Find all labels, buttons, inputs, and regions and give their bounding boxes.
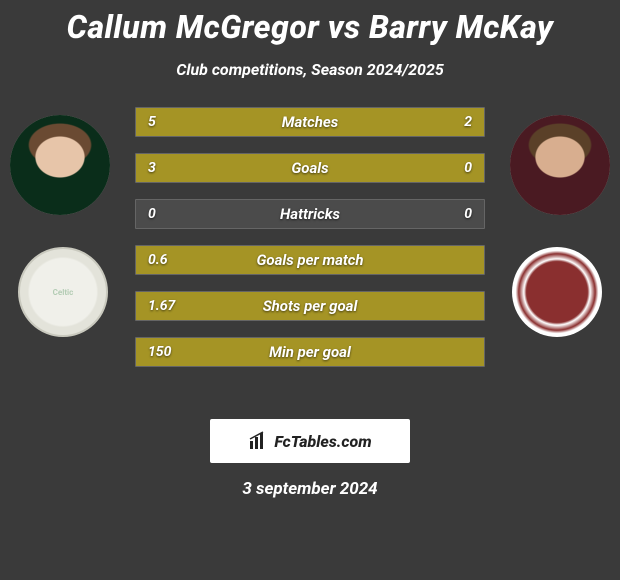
stat-row: 0.6Goals per match [135, 245, 485, 275]
stat-label: Min per goal [136, 338, 484, 366]
stat-row: 30Goals [135, 153, 485, 183]
player-left-face-icon [10, 115, 110, 215]
player-right-avatar [510, 115, 610, 215]
stat-row: 150Min per goal [135, 337, 485, 367]
club-right-logo: Hearts [512, 247, 602, 337]
fctables-text: FcTables.com [274, 432, 371, 451]
fctables-logo-icon [248, 431, 268, 451]
stat-label: Goals [136, 154, 484, 182]
player-right-face-icon [510, 115, 610, 215]
stat-label: Shots per goal [136, 292, 484, 320]
comparison-content: Celtic Hearts 52Matches 30Goals 00Hattrick… [0, 107, 620, 407]
snapshot-date: 3 september 2024 [0, 479, 620, 499]
club-left-logo: Celtic [18, 247, 108, 337]
stat-label: Goals per match [136, 246, 484, 274]
fctables-badge: FcTables.com [210, 419, 410, 463]
stat-row: 52Matches [135, 107, 485, 137]
season-subtitle: Club competitions, Season 2024/2025 [0, 60, 620, 79]
stat-label: Hattricks [136, 200, 484, 228]
stat-row: 1.67Shots per goal [135, 291, 485, 321]
stat-bars-container: 52Matches 30Goals 00Hattricks 0.6Goals per … [135, 107, 485, 383]
comparison-title: Callum McGregor vs Barry McKay [0, 0, 620, 46]
stat-label: Matches [136, 108, 484, 136]
player-left-avatar [10, 115, 110, 215]
stat-row: 00Hattricks [135, 199, 485, 229]
club-left-name: Celtic [53, 288, 74, 297]
